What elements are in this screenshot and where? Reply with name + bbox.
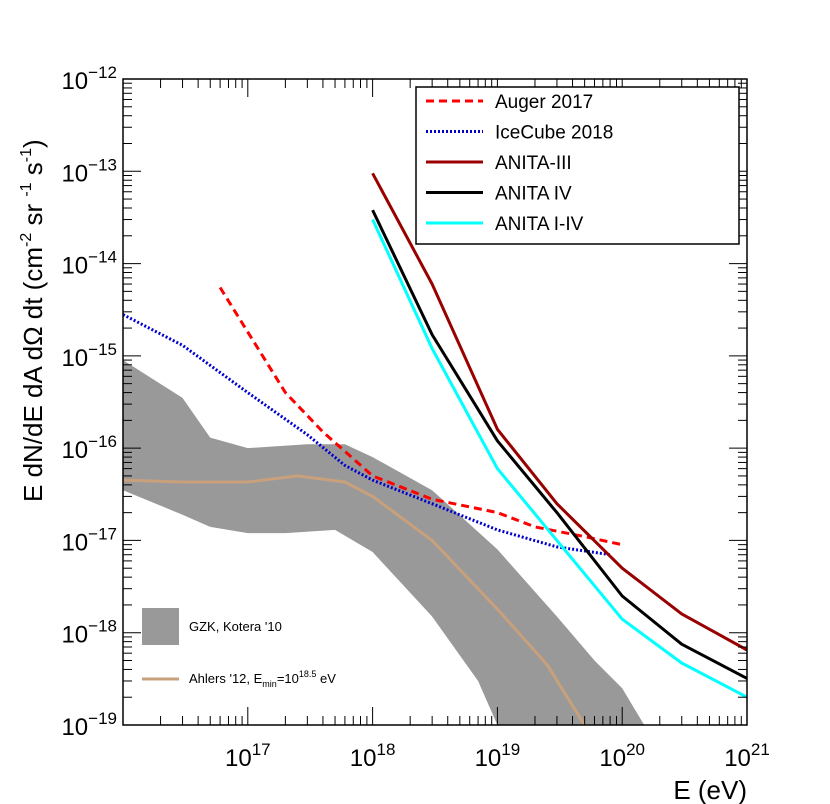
y-tick-label: 10−18	[61, 617, 117, 649]
anita-iii-legend-label: ANITA-III	[495, 153, 572, 174]
y-title-mid: sr	[18, 197, 48, 233]
y-tick-label: 10−17	[61, 524, 117, 556]
y-tick-label: 10−16	[61, 432, 117, 464]
x-tick-label: 1020	[599, 740, 645, 772]
y-title-exp2: -1	[18, 182, 35, 196]
legend-box	[415, 86, 740, 245]
auger-2017-legend-label: Auger 2017	[495, 92, 593, 113]
legend-entries: Auger 2017 IceCube 2018 ANITA-III ANITA IV A…	[426, 92, 613, 235]
ahlers-label-eq: =10	[277, 671, 299, 686]
ahlers-label-exp: 18.5	[299, 669, 317, 679]
anita-i-iv-line	[371, 218, 747, 699]
x-tick-label: 1019	[475, 740, 521, 772]
ahlers-label-unit: eV	[316, 671, 336, 686]
x-tick-label: 1017	[225, 740, 271, 772]
y-tick-label: 10−14	[61, 248, 117, 280]
y-tick-label: 10−19	[61, 709, 117, 741]
y-tick-label: 10−15	[61, 340, 117, 372]
anita-iv-legend-label: ANITA IV	[495, 184, 572, 205]
x-axis-title: E (eV)	[673, 775, 747, 804]
anita-i-iv-legend-label: ANITA I-IV	[495, 214, 584, 235]
ahlers-12-e-min-10-18-5-ev-line	[123, 474, 586, 725]
tick-layer	[122, 78, 748, 726]
gzk-legend-label: GZK, Kotera '10	[189, 619, 282, 634]
ahlers-label-base: Ahlers '12, E	[189, 671, 263, 686]
tick-label-layer: 1017 1018 1019 1020 1021 10−12 10−13 10−14 10−15…	[61, 63, 769, 772]
y-title-mid2: s	[18, 162, 48, 182]
y-tick-label: 10−13	[61, 155, 117, 187]
auger-2017-line	[218, 286, 623, 547]
inset-legend: GZK, Kotera '10 Ahlers '12, Emin=1018.5 …	[142, 608, 336, 689]
y-title-exp1: -2	[18, 233, 35, 247]
icecube-2018-line	[123, 313, 611, 557]
anita-iv-line	[371, 209, 747, 680]
legend: Auger 2017 IceCube 2018 ANITA-III ANITA IV A…	[415, 86, 740, 245]
gzk-kotera-10-band	[123, 360, 645, 725]
x-tick-label: 1021	[724, 740, 770, 772]
icecube-2018-legend-label: IceCube 2018	[495, 123, 613, 144]
series-layer	[123, 172, 747, 725]
band-layer	[123, 360, 645, 725]
ahlers-label-sub: min	[262, 679, 277, 689]
plot-frame	[122, 78, 748, 726]
gzk-legend-swatch	[142, 608, 179, 645]
y-axis-title: E dN/dE dA dΩ dt (cm-2 sr -1 s-1)	[18, 139, 48, 502]
y-title-exp3: -1	[18, 148, 35, 162]
x-tick-label: 1018	[350, 740, 396, 772]
anita-iii-line	[371, 172, 747, 652]
svg-text:E dN/dE dA dΩ dt (cm-2 sr -1 s: E dN/dE dA dΩ dt (cm-2 sr -1 s-1)	[18, 139, 48, 502]
y-title-base: E dN/dE dA dΩ dt (cm	[18, 247, 48, 502]
y-tick-label: 10−12	[61, 63, 117, 95]
y-title-end: )	[18, 139, 48, 148]
ahlers-legend-label: Ahlers '12, Emin=1018.5 eV	[189, 669, 336, 689]
